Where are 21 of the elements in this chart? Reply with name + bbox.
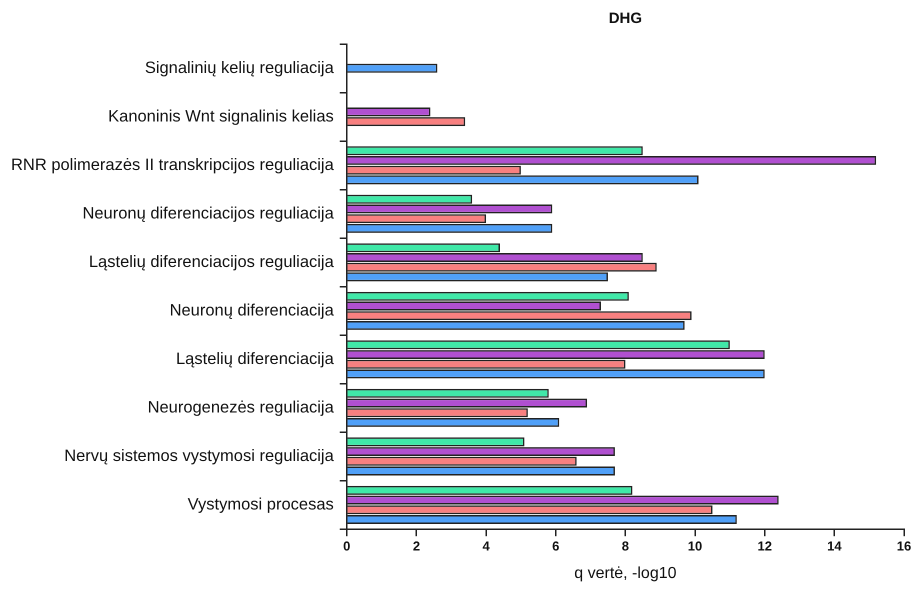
y-tick-label: Kanoninis Wnt signalinis kelias [108, 107, 334, 126]
y-tick-label: Ląstelių diferenciacija [176, 350, 335, 368]
y-tick-label: RNR polimerazės II transkripcijos reguliacija [10, 156, 335, 174]
y-tick-label: Vystymosi procesas [188, 495, 334, 514]
y-tick-label: Ląstelių diferenciacijos reguliacija [88, 252, 335, 271]
x-tick-label: 16 [896, 538, 912, 554]
y-tick-label: Neuronų diferenciacija [170, 301, 335, 320]
x-axis-title: q vertė, -log10 [574, 564, 677, 582]
x-tick-label: 8 [622, 538, 630, 554]
x-tick-label: 14 [827, 538, 842, 554]
chart-title: DHG [608, 10, 642, 28]
x-tick-label: 10 [688, 538, 702, 554]
x-tick-label: 4 [482, 538, 490, 554]
y-tick-label: Neuronų diferenciacijos reguliacija [82, 204, 335, 222]
y-tick-label: Signalinių kelių reguliacija [144, 58, 335, 77]
x-tick-label: 0 [343, 538, 350, 554]
x-tick-label: 6 [552, 538, 560, 554]
x-tick-label: 12 [757, 538, 772, 554]
y-tick-label: Neurogenezės reguliacija [148, 398, 335, 416]
x-tick-label: 2 [412, 538, 420, 554]
y-tick-label: Nervų sistemos vystymosi reguliacija [64, 446, 335, 465]
